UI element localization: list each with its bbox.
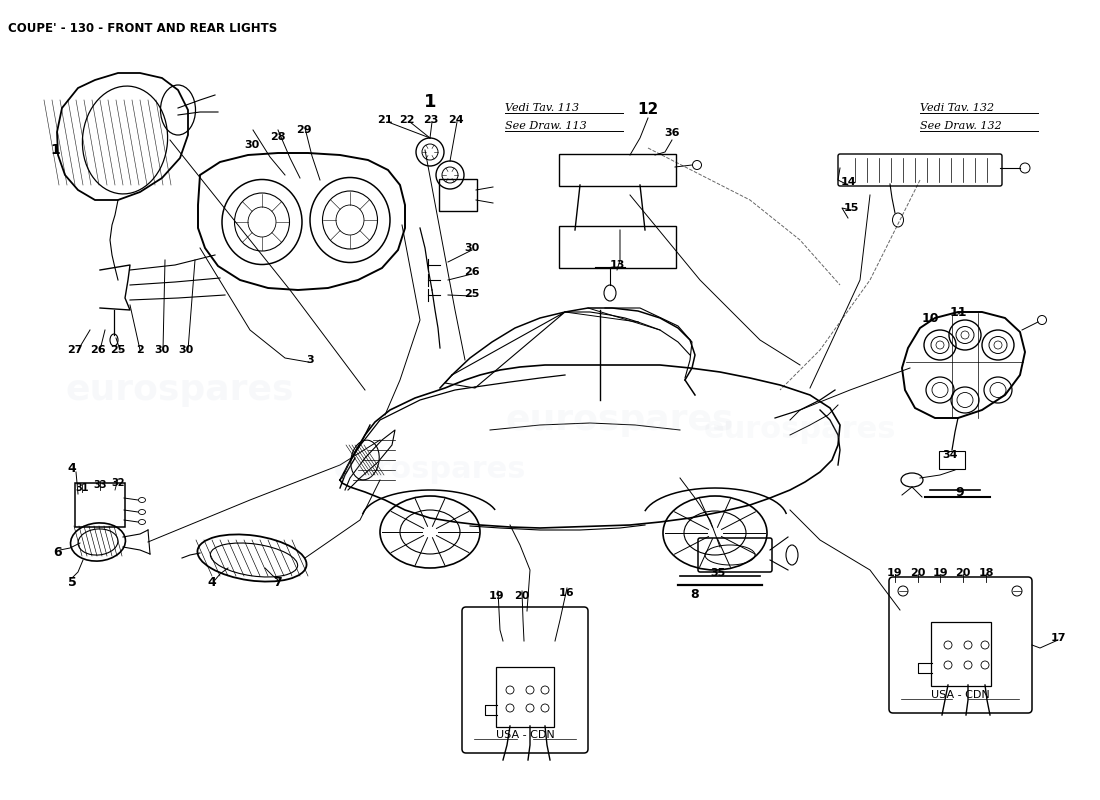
Text: 29: 29 [296,125,311,135]
Text: 2: 2 [136,345,144,355]
Text: 13: 13 [609,260,625,270]
Text: 8: 8 [691,587,700,601]
Text: 14: 14 [840,177,856,187]
Text: USA - CDN: USA - CDN [931,690,989,700]
Text: 22: 22 [399,115,415,125]
Text: 17: 17 [1050,633,1066,643]
Text: 19: 19 [888,568,903,578]
Text: 35: 35 [711,568,726,578]
Text: 32: 32 [111,478,124,488]
Text: 19: 19 [490,591,505,601]
Text: 33: 33 [94,480,107,490]
Text: 11: 11 [949,306,967,318]
Text: 9: 9 [956,486,965,498]
Text: See Draw. 113: See Draw. 113 [505,121,586,131]
Text: 10: 10 [922,311,938,325]
Text: 25: 25 [110,345,125,355]
Text: 36: 36 [664,128,680,138]
Text: 21: 21 [377,115,393,125]
Text: Vedi Tav. 113: Vedi Tav. 113 [505,103,579,113]
Text: eurospares: eurospares [506,403,735,437]
Text: eurospares: eurospares [66,373,295,407]
Text: 30: 30 [178,345,194,355]
Text: eurospares: eurospares [333,455,526,485]
Text: 1: 1 [51,143,59,157]
Text: 27: 27 [67,345,82,355]
Text: 19: 19 [932,568,948,578]
Text: 4: 4 [67,462,76,474]
Text: 3: 3 [306,355,313,365]
Text: 24: 24 [448,115,464,125]
Text: COUPE' - 130 - FRONT AND REAR LIGHTS: COUPE' - 130 - FRONT AND REAR LIGHTS [8,22,277,34]
Text: 30: 30 [244,140,260,150]
Text: 23: 23 [424,115,439,125]
Text: 7: 7 [274,577,283,590]
Text: 12: 12 [637,102,659,118]
Text: 15: 15 [844,203,859,213]
Text: USA - CDN: USA - CDN [496,730,554,740]
Text: 31: 31 [75,483,89,493]
Text: 6: 6 [54,546,63,559]
Text: 25: 25 [464,289,480,299]
Text: 20: 20 [955,568,970,578]
Text: 30: 30 [154,345,169,355]
Text: 16: 16 [559,588,575,598]
Text: eurospares: eurospares [704,415,896,445]
Text: 20: 20 [911,568,926,578]
Text: 1: 1 [424,93,437,111]
Text: 26: 26 [464,267,480,277]
Text: Vedi Tav. 132: Vedi Tav. 132 [920,103,994,113]
Text: 4: 4 [208,577,217,590]
Text: 5: 5 [67,575,76,589]
Text: 18: 18 [978,568,993,578]
Text: 26: 26 [90,345,106,355]
Text: 30: 30 [464,243,480,253]
Text: See Draw. 132: See Draw. 132 [920,121,1002,131]
Text: 20: 20 [515,591,530,601]
Text: 34: 34 [943,450,958,460]
Text: 28: 28 [271,132,286,142]
